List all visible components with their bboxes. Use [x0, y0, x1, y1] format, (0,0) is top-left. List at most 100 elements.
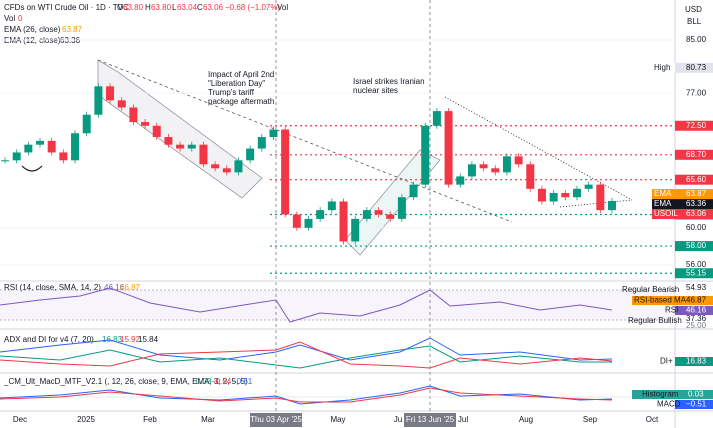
rsi-scale: 54.93: [686, 283, 707, 292]
badge-value: 16.83: [686, 357, 707, 366]
divergence-label: Regular Bearish: [622, 285, 679, 294]
badge: [632, 390, 713, 399]
annotation: package aftermath: [208, 97, 274, 106]
badge-value: 80.73: [686, 63, 707, 72]
candle: [491, 168, 500, 173]
candle: [572, 188, 581, 198]
candle: [351, 218, 360, 242]
event-label: Fri 13 Jun '25: [406, 415, 455, 424]
ohlc-value: 63.80: [151, 3, 172, 12]
level-badge: [675, 241, 713, 252]
candle: [246, 148, 255, 161]
ema-value: 63.36: [60, 36, 81, 45]
candle: [432, 111, 441, 126]
ohlc-value: 63.80: [123, 3, 144, 12]
candle: [176, 144, 185, 149]
macd-legend: _CM_Ult_MacD_MTF_V2.1 (, 12, 26, close, …: [3, 377, 248, 386]
macd-value: −0.51: [232, 377, 253, 386]
badge-value: 63.87: [686, 189, 707, 198]
vol-label: Vol: [277, 3, 288, 12]
candle: [397, 197, 406, 219]
candle: [36, 140, 45, 145]
badge-value: 63.36: [686, 199, 707, 208]
ohlc-label: O: [117, 3, 123, 12]
level-label: 55.15: [686, 268, 707, 277]
candle: [409, 184, 418, 198]
candle: [281, 129, 290, 215]
badge-value: 63.06: [686, 209, 707, 218]
badge-tag: High: [654, 63, 670, 72]
candle: [222, 168, 231, 173]
candle: [526, 164, 535, 189]
badge-tag: MACD: [657, 400, 681, 409]
time-label: 2025: [77, 415, 95, 424]
pattern-arc: [21, 165, 43, 172]
rsi-line: [0, 287, 613, 323]
price-badge: [675, 209, 713, 220]
price-tick-label: 56.00: [686, 260, 707, 269]
candle: [94, 86, 103, 115]
candle: [117, 100, 126, 108]
rsi-legend: RSI (14, close, SMA, 14, 2): [4, 283, 101, 292]
badge-tag: EMA: [654, 189, 672, 198]
price-badge-tag: [652, 62, 675, 73]
badge-tag: RSI: [665, 306, 678, 315]
ohlc-value: 63.06: [203, 3, 224, 12]
signal-line: [0, 387, 613, 403]
time-label: Jul: [458, 415, 468, 424]
ohlc-value: 63.04: [177, 3, 198, 12]
time-label: Oct: [646, 415, 659, 424]
candle: [479, 164, 488, 169]
level-badge: [675, 268, 713, 279]
trend-line: [97, 59, 513, 223]
candle: [129, 107, 138, 123]
vol-label: Vol: [4, 14, 15, 23]
annotation: "Liberation Day": [208, 79, 265, 88]
candle: [269, 129, 278, 138]
rsi-scale: 25.00: [686, 321, 707, 330]
price-badge-tag: [652, 209, 675, 220]
ema-value: 63.87: [62, 25, 83, 34]
badge-tag: USOIL: [654, 209, 679, 218]
badge: [675, 306, 713, 315]
symbol-title: CFDs on WTI Crude Oil · 1D · TVC: [4, 3, 129, 12]
candle: [327, 201, 336, 211]
event-label: Thu 03 Apr '25: [250, 415, 302, 424]
time-label: Ju: [394, 415, 402, 424]
candle: [316, 210, 325, 219]
candle: [304, 218, 313, 228]
currency-label: USD: [685, 5, 702, 14]
adx-value: 15.92: [120, 335, 141, 344]
candle: [71, 133, 80, 161]
candle: [257, 137, 266, 149]
candle: [537, 188, 546, 202]
candle: [24, 144, 33, 153]
level-badge: [675, 120, 713, 131]
rsi-ma-value: 46.87: [120, 283, 141, 292]
di-minus-line: [0, 341, 613, 369]
candle: [82, 114, 91, 134]
time-label: Feb: [143, 415, 157, 424]
change-value: −0.68 (−1.07%): [225, 3, 280, 12]
candle: [141, 122, 150, 126]
annotation: Trump's tariff: [208, 88, 255, 97]
level-badge: [675, 149, 713, 160]
divergence-label: Regular Bullish: [628, 316, 682, 325]
badge-tag: DI+: [660, 357, 673, 366]
event-badge: [250, 413, 302, 427]
badge: [632, 296, 713, 305]
candle: [152, 125, 161, 138]
ohlc-label: H: [145, 3, 151, 12]
candle: [187, 144, 196, 149]
candle: [59, 152, 68, 161]
rsi-scale: 37.36: [686, 314, 707, 323]
time-label: Mar: [201, 415, 215, 424]
adx-legend: ADX and DI for v4 (7, 20): [4, 335, 94, 344]
candle: [386, 214, 395, 219]
candle: [292, 214, 301, 228]
candle: [234, 160, 243, 173]
candle: [106, 86, 115, 101]
level-label: 58.00: [686, 241, 707, 250]
time-label: Dec: [13, 415, 27, 424]
